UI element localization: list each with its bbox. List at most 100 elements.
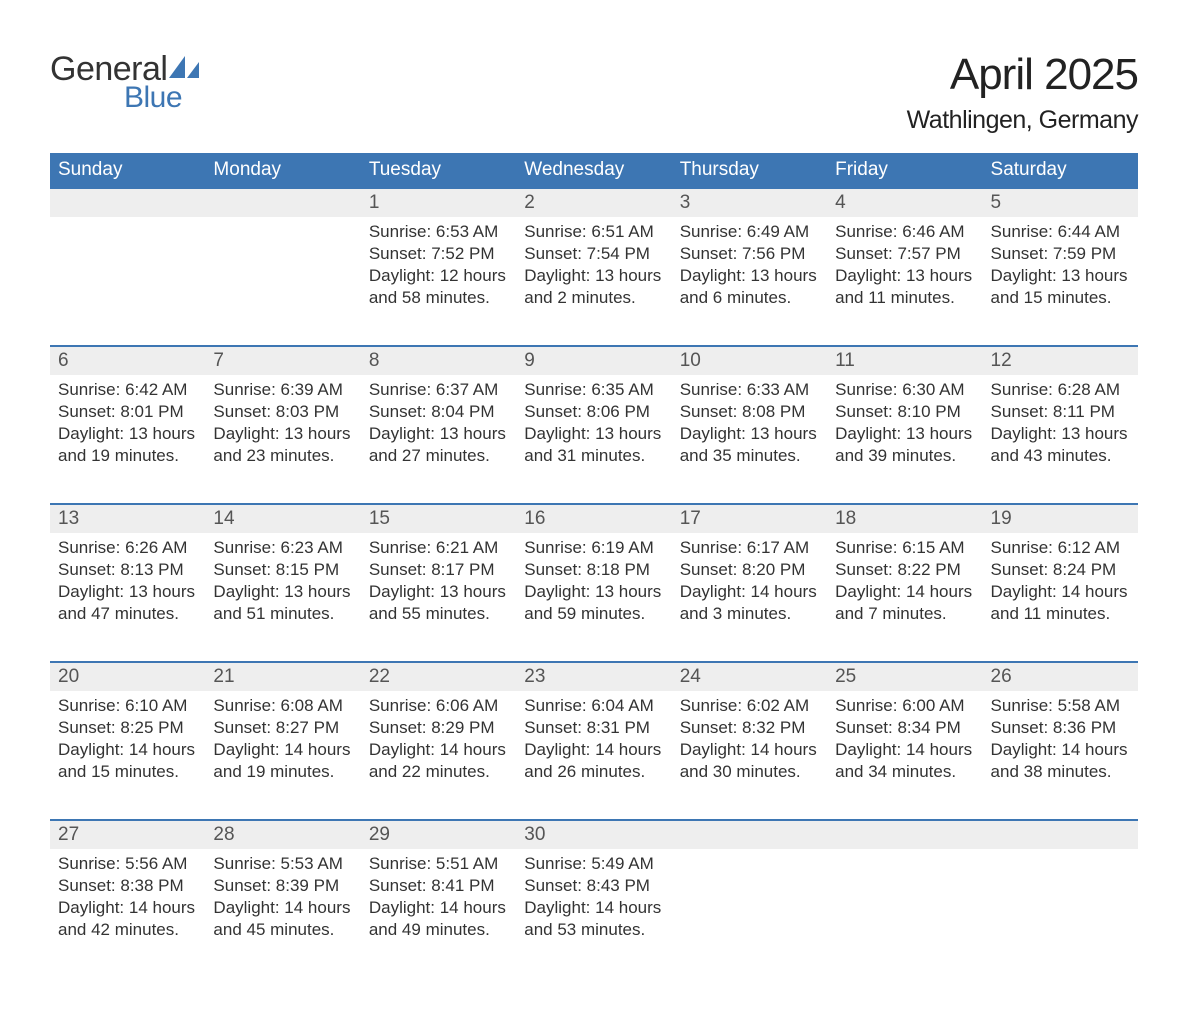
sunset-text: Sunset: 8:11 PM (991, 401, 1130, 423)
sunset-text: Sunset: 8:20 PM (680, 559, 819, 581)
day-number-cell: 3 (672, 188, 827, 217)
day-header: Thursday (672, 153, 827, 188)
sunrise-text: Sunrise: 6:00 AM (835, 695, 974, 717)
logo-text-blue: Blue (124, 81, 182, 115)
day-content: Sunrise: 6:08 AMSunset: 8:27 PMDaylight:… (205, 691, 360, 795)
daylight-text: Daylight: 13 hours and 6 minutes. (680, 265, 819, 309)
day-content: Sunrise: 6:44 AMSunset: 7:59 PMDaylight:… (983, 217, 1138, 321)
day-number (827, 821, 982, 827)
day-number-cell: 10 (672, 346, 827, 375)
day-number-cell: 6 (50, 346, 205, 375)
sunrise-text: Sunrise: 6:49 AM (680, 221, 819, 243)
day-cell: Sunrise: 6:04 AMSunset: 8:31 PMDaylight:… (516, 691, 671, 820)
day-header: Saturday (983, 153, 1138, 188)
daylight-text: Daylight: 14 hours and 45 minutes. (213, 897, 352, 941)
day-number: 6 (50, 347, 205, 375)
calendar-head: Sunday Monday Tuesday Wednesday Thursday… (50, 153, 1138, 188)
day-number-cell (827, 820, 982, 849)
month-title: April 2025 (907, 50, 1138, 100)
sunrise-text: Sunrise: 6:53 AM (369, 221, 508, 243)
day-number: 23 (516, 663, 671, 691)
day-cell: Sunrise: 6:12 AMSunset: 8:24 PMDaylight:… (983, 533, 1138, 662)
sunset-text: Sunset: 8:10 PM (835, 401, 974, 423)
daylight-text: Daylight: 13 hours and 51 minutes. (213, 581, 352, 625)
day-number: 3 (672, 189, 827, 217)
week-daynum-row: 27282930 (50, 820, 1138, 849)
sunset-text: Sunset: 8:15 PM (213, 559, 352, 581)
day-cell: Sunrise: 6:33 AMSunset: 8:08 PMDaylight:… (672, 375, 827, 504)
sunrise-text: Sunrise: 5:56 AM (58, 853, 197, 875)
daylight-text: Daylight: 14 hours and 34 minutes. (835, 739, 974, 783)
day-content: Sunrise: 6:06 AMSunset: 8:29 PMDaylight:… (361, 691, 516, 795)
day-cell: Sunrise: 6:28 AMSunset: 8:11 PMDaylight:… (983, 375, 1138, 504)
daylight-text: Daylight: 13 hours and 55 minutes. (369, 581, 508, 625)
day-number-cell: 21 (205, 662, 360, 691)
day-header: Wednesday (516, 153, 671, 188)
day-cell: Sunrise: 6:26 AMSunset: 8:13 PMDaylight:… (50, 533, 205, 662)
day-number-cell (205, 188, 360, 217)
day-cell: Sunrise: 6:30 AMSunset: 8:10 PMDaylight:… (827, 375, 982, 504)
day-number: 18 (827, 505, 982, 533)
day-number: 14 (205, 505, 360, 533)
day-content: Sunrise: 6:35 AMSunset: 8:06 PMDaylight:… (516, 375, 671, 479)
day-number-cell: 26 (983, 662, 1138, 691)
day-header: Friday (827, 153, 982, 188)
day-content: Sunrise: 6:10 AMSunset: 8:25 PMDaylight:… (50, 691, 205, 795)
sunset-text: Sunset: 7:59 PM (991, 243, 1130, 265)
sunrise-text: Sunrise: 6:35 AM (524, 379, 663, 401)
sunset-text: Sunset: 8:01 PM (58, 401, 197, 423)
day-number-cell: 12 (983, 346, 1138, 375)
daylight-text: Daylight: 14 hours and 38 minutes. (991, 739, 1130, 783)
day-content: Sunrise: 6:39 AMSunset: 8:03 PMDaylight:… (205, 375, 360, 479)
day-number-cell: 18 (827, 504, 982, 533)
day-cell: Sunrise: 6:19 AMSunset: 8:18 PMDaylight:… (516, 533, 671, 662)
day-content: Sunrise: 6:04 AMSunset: 8:31 PMDaylight:… (516, 691, 671, 795)
day-header: Sunday (50, 153, 205, 188)
sunset-text: Sunset: 8:25 PM (58, 717, 197, 739)
sunrise-text: Sunrise: 6:19 AM (524, 537, 663, 559)
day-number-cell (983, 820, 1138, 849)
day-content: Sunrise: 6:53 AMSunset: 7:52 PMDaylight:… (361, 217, 516, 321)
day-number-cell: 4 (827, 188, 982, 217)
day-cell: Sunrise: 6:44 AMSunset: 7:59 PMDaylight:… (983, 217, 1138, 346)
day-cell: Sunrise: 5:53 AMSunset: 8:39 PMDaylight:… (205, 849, 360, 977)
day-cell: Sunrise: 5:56 AMSunset: 8:38 PMDaylight:… (50, 849, 205, 977)
daylight-text: Daylight: 12 hours and 58 minutes. (369, 265, 508, 309)
day-number-cell (672, 820, 827, 849)
daylight-text: Daylight: 14 hours and 15 minutes. (58, 739, 197, 783)
week-content-row: Sunrise: 6:10 AMSunset: 8:25 PMDaylight:… (50, 691, 1138, 820)
day-number: 17 (672, 505, 827, 533)
sunrise-text: Sunrise: 6:06 AM (369, 695, 508, 717)
day-content (983, 849, 1138, 865)
sunset-text: Sunset: 8:43 PM (524, 875, 663, 897)
sunrise-text: Sunrise: 6:17 AM (680, 537, 819, 559)
day-number: 1 (361, 189, 516, 217)
week-daynum-row: 6789101112 (50, 346, 1138, 375)
day-number-cell: 2 (516, 188, 671, 217)
day-number: 11 (827, 347, 982, 375)
day-number: 4 (827, 189, 982, 217)
day-content: Sunrise: 6:17 AMSunset: 8:20 PMDaylight:… (672, 533, 827, 637)
daylight-text: Daylight: 13 hours and 39 minutes. (835, 423, 974, 467)
daylight-text: Daylight: 14 hours and 53 minutes. (524, 897, 663, 941)
daylight-text: Daylight: 13 hours and 31 minutes. (524, 423, 663, 467)
sunset-text: Sunset: 8:04 PM (369, 401, 508, 423)
day-cell (205, 217, 360, 346)
daylight-text: Daylight: 13 hours and 11 minutes. (835, 265, 974, 309)
daylight-text: Daylight: 14 hours and 49 minutes. (369, 897, 508, 941)
day-header: Tuesday (361, 153, 516, 188)
sunset-text: Sunset: 7:56 PM (680, 243, 819, 265)
sunrise-text: Sunrise: 6:10 AM (58, 695, 197, 717)
day-content: Sunrise: 6:00 AMSunset: 8:34 PMDaylight:… (827, 691, 982, 795)
calendar-body: 12345Sunrise: 6:53 AMSunset: 7:52 PMDayl… (50, 188, 1138, 977)
daylight-text: Daylight: 13 hours and 15 minutes. (991, 265, 1130, 309)
day-content: Sunrise: 6:15 AMSunset: 8:22 PMDaylight:… (827, 533, 982, 637)
day-number: 8 (361, 347, 516, 375)
day-cell: Sunrise: 5:58 AMSunset: 8:36 PMDaylight:… (983, 691, 1138, 820)
day-number (205, 189, 360, 195)
day-number: 21 (205, 663, 360, 691)
daylight-text: Daylight: 14 hours and 3 minutes. (680, 581, 819, 625)
day-content: Sunrise: 5:49 AMSunset: 8:43 PMDaylight:… (516, 849, 671, 953)
day-number-cell: 23 (516, 662, 671, 691)
day-cell: Sunrise: 6:08 AMSunset: 8:27 PMDaylight:… (205, 691, 360, 820)
